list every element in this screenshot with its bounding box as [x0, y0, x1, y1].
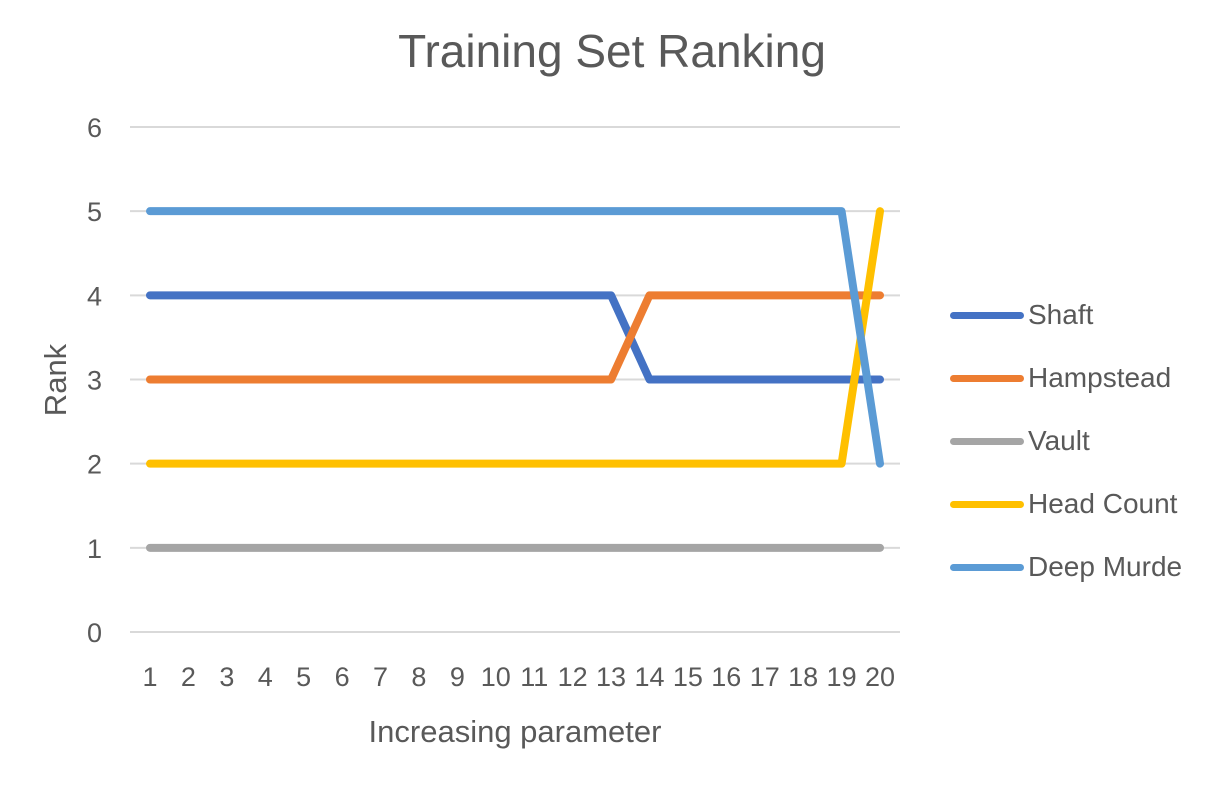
legend-item: Shaft	[950, 295, 1093, 335]
legend-label: Deep Murde	[1028, 551, 1182, 582]
y-tick-label: 4	[87, 281, 102, 311]
y-tick-label: 1	[87, 534, 102, 564]
x-tick-label: 1	[142, 662, 157, 692]
x-tick-label: 18	[788, 662, 818, 692]
x-tick-label: 7	[373, 662, 388, 692]
legend-item: Vault	[950, 421, 1090, 461]
y-tick-label: 3	[87, 366, 102, 396]
legend-label: Vault	[1028, 425, 1090, 456]
x-tick-label: 4	[258, 662, 273, 692]
legend-label: Shaft	[1028, 299, 1094, 330]
legend-swatch	[950, 563, 1024, 571]
x-tick-label: 5	[296, 662, 311, 692]
chart-title: Training Set Ranking	[398, 25, 826, 77]
x-tick-label: 15	[673, 662, 703, 692]
x-axis-label: Increasing parameter	[369, 714, 662, 749]
legend-swatch	[950, 437, 1024, 445]
y-axis-ticks: 0 1 2 3 4 5 6	[87, 113, 102, 648]
x-tick-label: 12	[558, 662, 588, 692]
x-tick-label: 16	[711, 662, 741, 692]
legend-swatch	[950, 311, 1024, 319]
series-line-hampstead	[146, 291, 884, 384]
x-tick-label: 2	[181, 662, 196, 692]
legend-label: Head Count	[1028, 488, 1178, 519]
x-tick-label: 17	[750, 662, 780, 692]
legend-item: Deep Murde	[950, 547, 1182, 587]
x-tick-label: 6	[335, 662, 350, 692]
series-line-deep-murde	[146, 207, 884, 468]
legend: Shaft Hampstead Vault Head Count Deep Murde	[940, 285, 1182, 605]
x-tick-label: 14	[634, 662, 664, 692]
series-line-shaft	[146, 291, 884, 384]
y-tick-label: 0	[87, 618, 102, 648]
series-lines	[146, 207, 884, 552]
x-tick-label: 20	[865, 662, 895, 692]
x-tick-label: 19	[827, 662, 857, 692]
legend-item: Head Count	[950, 484, 1177, 524]
x-axis-ticks: 1 2 3 4 5 6 7 8 9 10 11 12 13 14 15 16 17 18 19 20	[142, 662, 895, 692]
x-tick-label: 3	[219, 662, 234, 692]
series-line-head-count	[146, 207, 884, 468]
x-tick-label: 13	[596, 662, 626, 692]
legend-item: Hampstead	[950, 358, 1171, 398]
x-tick-label: 11	[520, 662, 548, 692]
x-tick-label: 8	[411, 662, 426, 692]
legend-swatch	[950, 500, 1024, 508]
legend-label: Hampstead	[1028, 362, 1172, 393]
y-axis-label: Rank	[38, 343, 73, 416]
x-tick-label: 9	[450, 662, 465, 692]
legend-swatch	[950, 374, 1024, 382]
x-tick-label: 10	[481, 662, 511, 692]
y-tick-label: 2	[87, 450, 102, 480]
y-tick-label: 6	[87, 113, 102, 143]
y-tick-label: 5	[87, 197, 102, 227]
